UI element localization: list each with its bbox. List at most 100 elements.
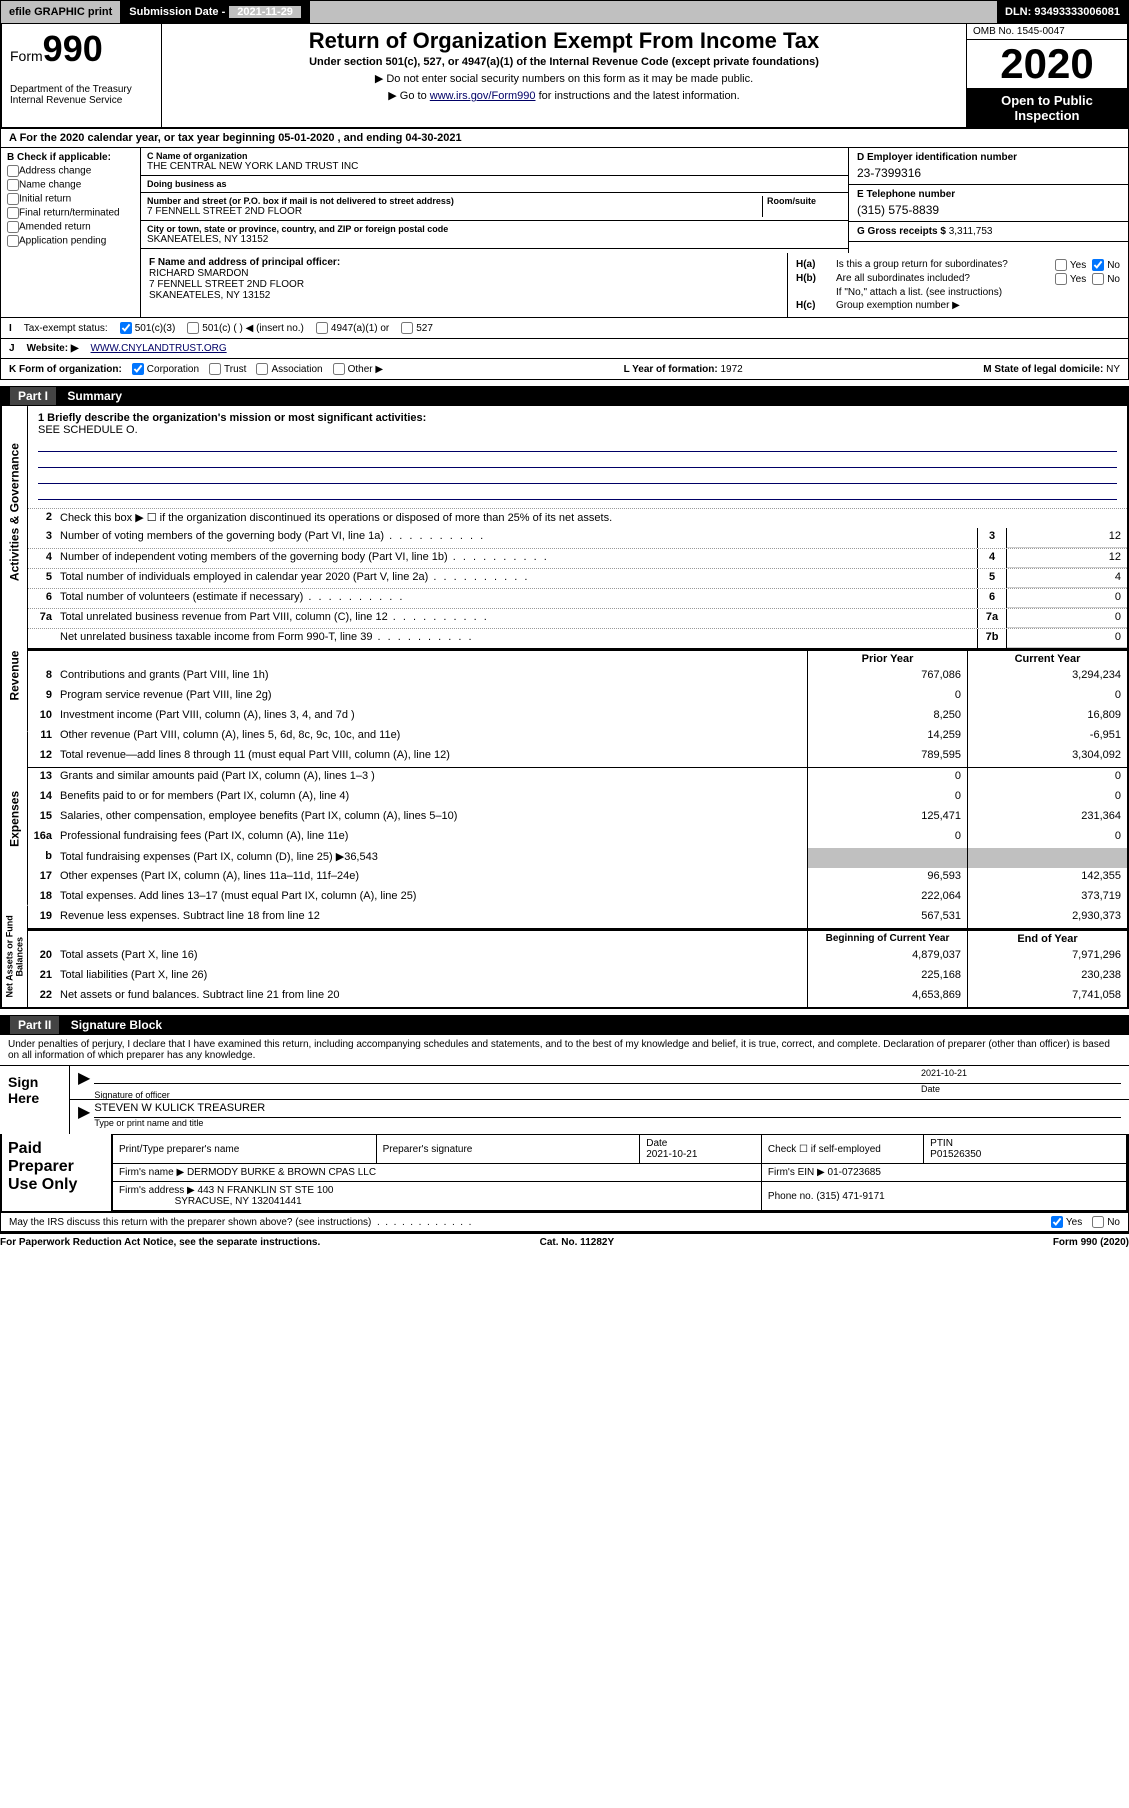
ein-label: D Employer identification number [857,152,1120,163]
hb-label: H(b) [796,273,830,285]
website-row: J Website: ▶ WWW.CNYLANDTRUST.ORG [0,339,1129,359]
discuss-no[interactable]: No [1092,1216,1120,1228]
chk-4947[interactable]: 4947(a)(1) or [316,322,389,334]
check-final-return[interactable]: Final return/terminated [7,207,134,219]
col-prior: Prior Year [807,651,967,667]
sig-officer-label: Signature of officer [94,1084,921,1100]
section-h: H(a) Is this a group return for subordin… [788,253,1128,317]
k-row: K Form of organization: Corporation Trus… [0,359,1129,380]
gov-line-5: 5Total number of individuals employed in… [28,568,1127,588]
rev-line-8: 8Contributions and grants (Part VIII, li… [28,667,1127,687]
tax-year-row: A For the 2020 calendar year, or tax yea… [0,129,1129,148]
ha-yes[interactable]: Yes [1055,259,1086,271]
irs-link[interactable]: www.irs.gov/Form990 [430,90,536,102]
exp-line-18: 18Total expenses. Add lines 13–17 (must … [28,888,1127,908]
street-label: Number and street (or P.O. box if mail i… [147,196,762,206]
website-link[interactable]: WWW.CNYLANDTRUST.ORG [91,343,227,354]
col-prep-date: Date2021-10-21 [640,1135,762,1164]
chk-trust[interactable]: Trust [209,363,246,375]
submission-date-label: Submission Date - [129,6,225,18]
street-cell: Number and street (or P.O. box if mail i… [141,193,848,221]
sect-netassets: Beginning of Current Year End of Year 20… [28,928,1127,1007]
check-app-pending[interactable]: Application pending [7,235,134,247]
dln: DLN: 93493333006081 [997,1,1128,23]
chk-other[interactable]: Other ▶ [333,363,383,375]
h-note: If "No," attach a list. (see instruction… [836,287,1002,298]
hb-yes[interactable]: Yes [1055,273,1086,285]
j-label: J [9,343,15,354]
check-name-change[interactable]: Name change [7,179,134,191]
tax-year: 2020 [967,40,1127,89]
chk-501c[interactable]: 501(c) ( ) ◀ (insert no.) [187,322,304,334]
b-head: B Check if applicable: [7,152,134,163]
hc-text: Group exemption number ▶ [836,300,960,311]
rev-line-11: 11Other revenue (Part VIII, column (A), … [28,727,1127,747]
line-2: 2 Check this box ▶ ☐ if the organization… [28,508,1127,528]
exp-line-19: 19Revenue less expenses. Subtract line 1… [28,908,1127,928]
note-goto: ▶ Go to www.irs.gov/Form990 for instruct… [170,89,958,102]
chk-assoc[interactable]: Association [256,363,322,375]
officer-name: STEVEN W KULICK TREASURER [94,1102,1121,1118]
form-word: Form [10,48,43,64]
ha-text: Is this a group return for subordinates? [836,259,1049,271]
rev-line-12: 12Total revenue—add lines 8 through 11 (… [28,747,1127,767]
exp-line-16a: 16aProfessional fundraising fees (Part I… [28,828,1127,848]
hc-label: H(c) [796,300,830,311]
check-amended[interactable]: Amended return [7,221,134,233]
section-f-h: F Name and address of principal officer:… [0,253,1129,318]
phone-label: E Telephone number [857,189,1120,200]
col-prep-sig: Preparer's signature [376,1135,640,1164]
check-address-change[interactable]: Address change [7,165,134,177]
f-addr2: SKANEATELES, NY 13152 [149,290,270,301]
submission-date-value: 2021-11-29 [229,6,301,18]
header-mid: Return of Organization Exempt From Incom… [162,24,967,127]
dln-label: DLN: [1005,6,1031,18]
discuss-q: May the IRS discuss this return with the… [9,1217,371,1228]
city-cell: City or town, state or province, country… [141,221,848,249]
side-governance: Activities & Governance [2,406,28,619]
gross-value: 3,311,753 [949,226,993,237]
sign-here-label: Sign Here [0,1065,70,1134]
section-d-e-g: D Employer identification number 23-7399… [848,148,1128,253]
chk-corp[interactable]: Corporation [132,363,199,375]
k-label: K Form of organization: [9,364,122,375]
part1-title: Summary [67,389,122,403]
firm-ein-cell: Firm's EIN ▶ 01-0723685 [761,1164,1126,1182]
net-line-22: 22Net assets or fund balances. Subtract … [28,987,1127,1007]
hb-no[interactable]: No [1092,273,1120,285]
city-label: City or town, state or province, country… [147,224,842,234]
exp-line-14: 14Benefits paid to or for members (Part … [28,788,1127,808]
m-label: M State of legal domicile: [983,364,1103,375]
form-header: Form990 Department of the Treasury Inter… [0,24,1129,129]
part2-title: Signature Block [71,1018,162,1032]
firm-name-cell: Firm's name ▶ DERMODY BURKE & BROWN CPAS… [113,1164,762,1182]
note-ssn: ▶ Do not enter social security numbers o… [170,72,958,85]
efile-label[interactable]: efile GRAPHIC print [1,1,121,23]
ha-label: H(a) [796,259,830,271]
net-line-21: 21Total liabilities (Part X, line 26)225… [28,967,1127,987]
org-name-cell: C Name of organization THE CENTRAL NEW Y… [141,148,848,176]
exp-line-17: 17Other expenses (Part IX, column (A), l… [28,868,1127,888]
part2-label: Part II [10,1016,59,1034]
open-to-public: Open to Public Inspection [967,89,1127,127]
q1-value: SEE SCHEDULE O. [38,424,138,436]
ha-no[interactable]: No [1092,259,1120,271]
header-right: OMB No. 1545-0047 2020 Open to Public In… [967,24,1127,127]
chk-527[interactable]: 527 [401,322,433,334]
form-title: Return of Organization Exempt From Incom… [170,28,958,54]
section-c: C Name of organization THE CENTRAL NEW Y… [141,148,848,253]
chk-501c3[interactable]: 501(c)(3) [120,322,176,334]
sig-arrow-icon: ▶ [78,1068,90,1097]
note-goto-post: for instructions and the latest informat… [536,90,740,102]
rev-col-head: Prior Year Current Year [28,649,1127,667]
col-curr: Current Year [967,651,1127,667]
col-begin: Beginning of Current Year [807,931,967,947]
dept-treasury: Department of the Treasury Internal Reve… [10,84,153,106]
part1-summary: Activities & Governance Revenue Expenses… [0,406,1129,1009]
col-self-employed[interactable]: Check ☐ if self-employed [761,1135,923,1164]
form-number: Form990 [10,28,153,70]
sect-expenses: 13Grants and similar amounts paid (Part … [28,767,1127,928]
discuss-yes[interactable]: Yes [1051,1216,1082,1228]
mission-block: 1 Briefly describe the organization's mi… [28,406,1127,508]
check-initial-return[interactable]: Initial return [7,193,134,205]
